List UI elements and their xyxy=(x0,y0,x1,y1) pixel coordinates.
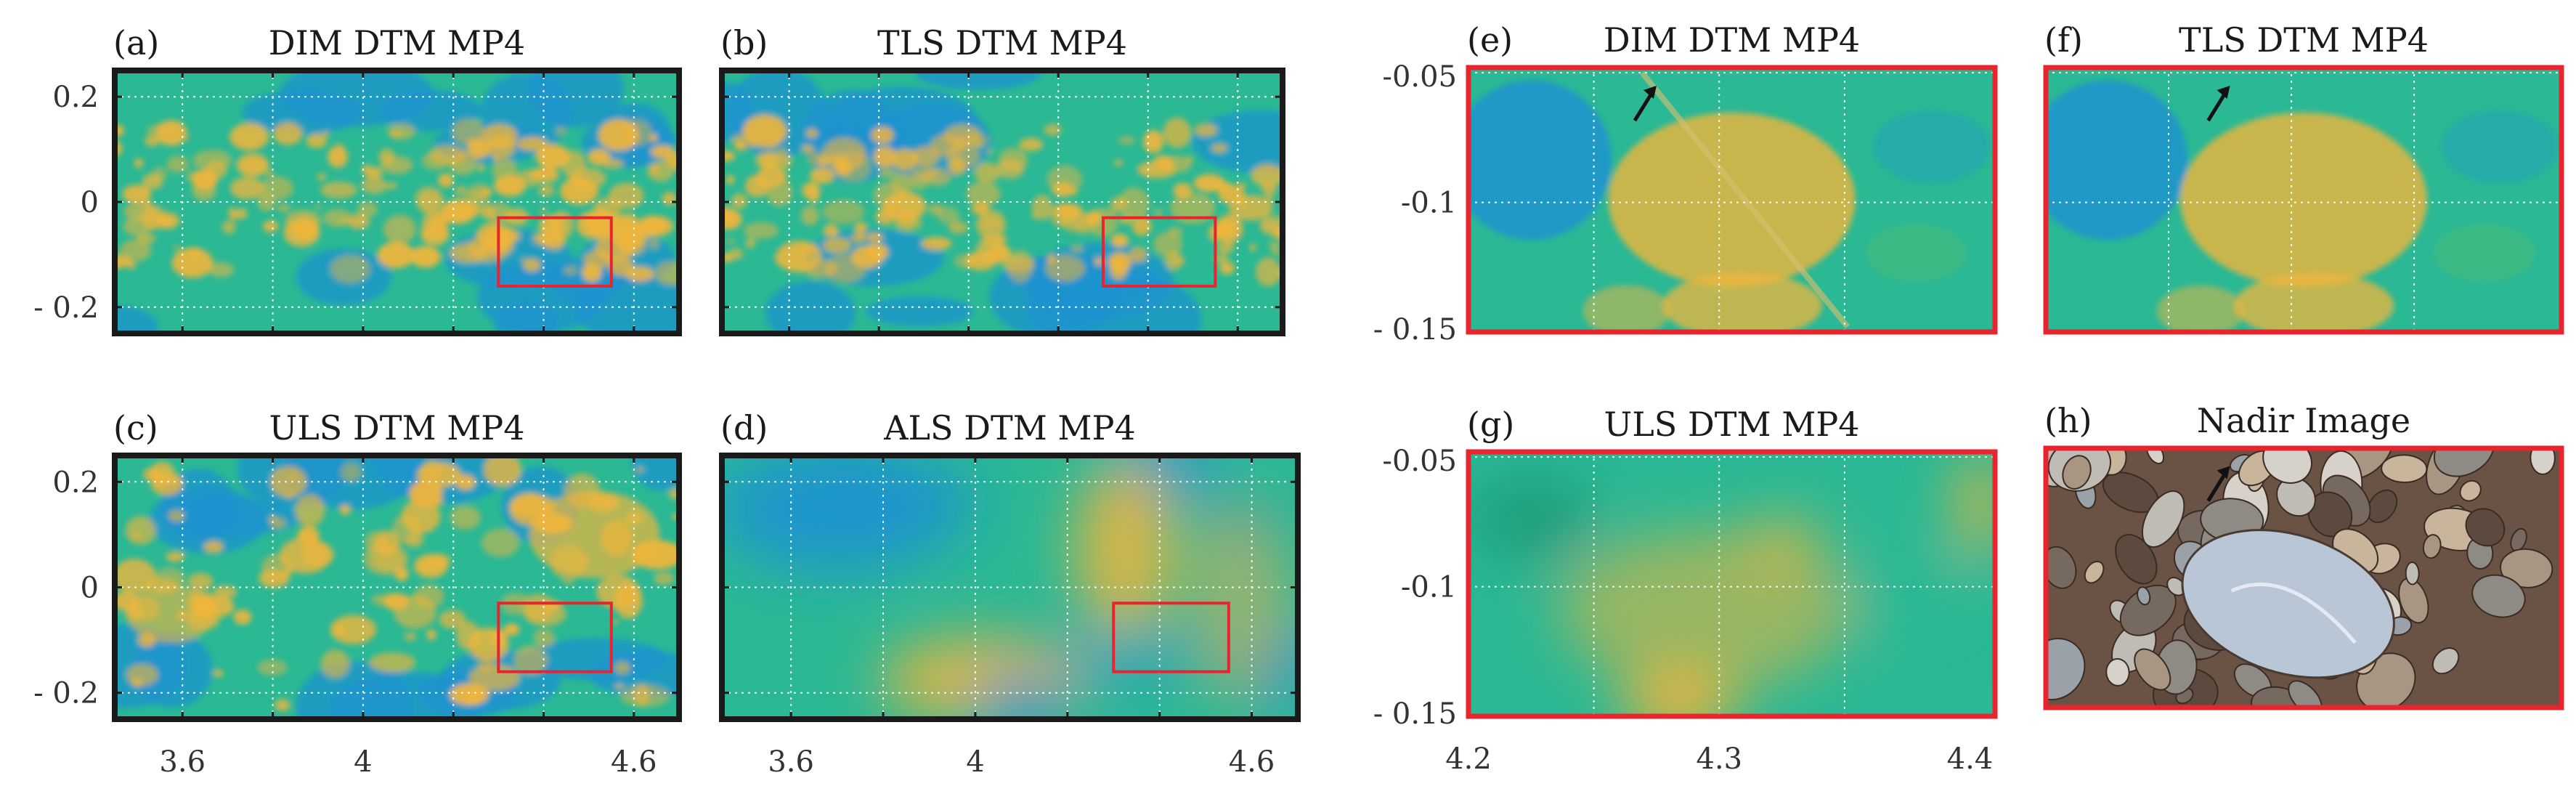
y-tick-label: 0.2 xyxy=(52,466,99,499)
gridlines xyxy=(115,70,679,333)
y-tick-label: 0 xyxy=(81,186,99,219)
panel-title: TLS DTM MP4 xyxy=(2179,20,2429,60)
elevation-field xyxy=(115,70,679,333)
panel-c: (c) ULS DTM MP4 0.2 0 - 0.2 3.6 4 4.6 xyxy=(33,408,682,779)
arrow-head xyxy=(2217,466,2230,479)
y-tick-label: - 0.15 xyxy=(1373,697,1457,731)
panel-label: (d) xyxy=(720,408,768,447)
panel-label: (g) xyxy=(1467,405,1514,444)
elevation-field xyxy=(2046,80,2558,332)
y-tick-label: -0.1 xyxy=(1401,187,1457,220)
y-tick-label: 0 xyxy=(81,572,99,605)
arrow-head xyxy=(1643,85,1657,99)
gridlines xyxy=(1468,452,1995,716)
x-tick-label: 3.6 xyxy=(159,745,206,779)
x-tick-label: 3.6 xyxy=(768,745,814,779)
zoom-box xyxy=(1112,601,1230,673)
panel-title: DIM DTM MP4 xyxy=(269,23,525,62)
panel-g: (g) ULS DTM MP4 -0.05 -0.1 - 0.15 4.2 4.3 4.4 xyxy=(1373,405,1998,776)
gridlines xyxy=(115,455,679,719)
panel-image xyxy=(1468,68,1995,332)
panel-image xyxy=(2046,448,2561,708)
panel-title: ULS DTM MP4 xyxy=(1604,405,1859,444)
y-tick-label: - 0.2 xyxy=(33,677,99,710)
elevation-field xyxy=(722,70,1283,333)
x-tick-label: 4 xyxy=(966,745,984,779)
x-tick-label: 4.6 xyxy=(1229,745,1275,779)
x-tick-label: 4.3 xyxy=(1696,742,1742,776)
panel-label: (a) xyxy=(113,23,159,62)
panel-label: (h) xyxy=(2044,401,2092,440)
panel-frame xyxy=(2043,65,2564,335)
panel-image xyxy=(2046,68,2561,332)
y-tick-label: -0.1 xyxy=(1401,571,1457,604)
y-tick-label: -0.05 xyxy=(1382,445,1457,478)
panel-image xyxy=(1468,452,1995,716)
panel-image xyxy=(115,455,679,719)
panel-frame xyxy=(1466,449,1998,719)
panel-image xyxy=(722,455,1298,719)
zoom-box xyxy=(497,601,613,673)
panel-title: ALS DTM MP4 xyxy=(883,408,1136,447)
panel-title: TLS DTM MP4 xyxy=(877,23,1127,62)
panel-image xyxy=(115,70,679,333)
panel-a: (a) DIM DTM MP4 0.2 0 - 0.2 xyxy=(33,23,682,336)
zoom-box xyxy=(1101,216,1217,288)
gridlines xyxy=(2046,68,2561,332)
panel-title: Nadir Image xyxy=(2197,401,2410,440)
x-tick-label: 4.6 xyxy=(611,745,657,779)
gridlines xyxy=(722,70,1283,333)
arrow-head xyxy=(2217,85,2230,99)
panels-layer: (a) DIM DTM MP4 0.2 0 - 0.2 (b) TLS DTM MP4 (c)… xyxy=(33,20,2564,779)
panel-title: DIM DTM MP4 xyxy=(1604,20,1860,60)
y-tick-label: - 0.2 xyxy=(33,291,99,325)
panel-label: (b) xyxy=(720,23,768,62)
panel-f: (f) TLS DTM MP4 xyxy=(2043,20,2564,335)
panel-e: (e) DIM DTM MP4 -0.05 -0.1 - 0.15 xyxy=(1373,20,1998,347)
elevation-field xyxy=(722,455,1298,719)
panel-frame xyxy=(1466,65,1998,335)
panel-title: ULS DTM MP4 xyxy=(269,408,524,447)
y-tick-label: -0.05 xyxy=(1382,60,1457,94)
x-tick-label: 4.2 xyxy=(1445,742,1492,776)
x-tick-label: 4.4 xyxy=(1947,742,1994,776)
elevation-field xyxy=(1468,80,1990,332)
panel-label: (e) xyxy=(1467,20,1513,60)
large-boulder xyxy=(2181,529,2395,679)
panel-frame xyxy=(2043,445,2564,710)
panel-image xyxy=(722,70,1283,333)
panel-h: (h) Nadir Image xyxy=(2043,401,2564,710)
panel-label: (c) xyxy=(113,408,158,447)
elevation-field xyxy=(1468,453,1995,716)
panel-b: (b) TLS DTM MP4 xyxy=(719,23,1285,336)
y-tick-label: 0.2 xyxy=(52,81,99,114)
elevation-field xyxy=(115,455,679,719)
zoom-box xyxy=(497,216,613,288)
gridlines xyxy=(722,455,1298,719)
x-tick-label: 4 xyxy=(354,745,372,779)
y-tick-label: - 0.15 xyxy=(1373,313,1457,347)
gridlines xyxy=(1468,68,1995,332)
panel-d: (d) ALS DTM MP4 3.6 4 4.6 xyxy=(719,408,1301,779)
panel-label: (f) xyxy=(2044,20,2083,60)
